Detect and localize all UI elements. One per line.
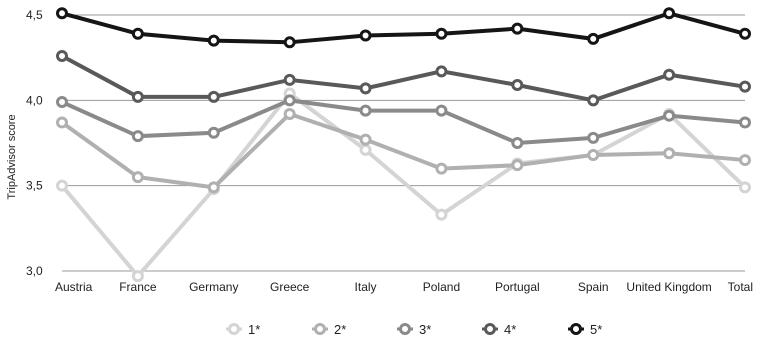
data-point bbox=[56, 49, 68, 62]
legend-label: 2* bbox=[334, 322, 346, 337]
legend-marker bbox=[399, 323, 411, 335]
x-tick-label: United Kingdom bbox=[626, 280, 711, 294]
data-point bbox=[511, 78, 524, 91]
data-point bbox=[56, 7, 68, 20]
legend-item: 2* bbox=[312, 322, 346, 337]
series-3-star bbox=[56, 94, 751, 149]
data-point bbox=[359, 104, 372, 117]
y-tick-label: 3,5 bbox=[26, 179, 43, 193]
series-line bbox=[61, 98, 746, 146]
data-point bbox=[283, 73, 296, 86]
x-axis-ticks: Austria France Germany Greece Italy Poland Por… bbox=[55, 280, 753, 294]
series-line bbox=[61, 11, 746, 45]
data-point bbox=[131, 171, 144, 184]
data-point bbox=[207, 126, 220, 139]
data-point bbox=[739, 27, 751, 40]
data-point bbox=[739, 116, 751, 129]
data-point bbox=[131, 90, 144, 103]
x-tick-label: Italy bbox=[355, 280, 377, 294]
x-tick-label: Total bbox=[728, 280, 753, 294]
x-tick-label: Germany bbox=[189, 280, 238, 294]
series-line bbox=[61, 54, 746, 103]
legend-marker bbox=[314, 323, 326, 335]
data-point bbox=[56, 116, 68, 129]
data-point bbox=[587, 94, 600, 107]
data-point bbox=[359, 29, 372, 42]
legend-item: 3* bbox=[397, 322, 431, 337]
data-point bbox=[587, 148, 600, 161]
legend-marker bbox=[570, 323, 582, 335]
legend-label: 3* bbox=[419, 322, 431, 337]
series-2-star bbox=[56, 107, 751, 194]
data-point bbox=[739, 154, 751, 167]
series-1-star bbox=[56, 87, 751, 283]
x-tick-label: France bbox=[119, 280, 157, 294]
x-tick-label: Austria bbox=[55, 280, 93, 294]
data-point bbox=[283, 36, 296, 49]
data-point bbox=[739, 181, 751, 194]
legend-label: 1* bbox=[248, 322, 260, 337]
data-point bbox=[663, 109, 676, 122]
y-tick-label: 3,0 bbox=[26, 264, 43, 278]
legend-label: 4* bbox=[504, 322, 516, 337]
data-point bbox=[359, 143, 372, 156]
series-4-star bbox=[56, 49, 751, 107]
series-line bbox=[60, 111, 746, 190]
y-axis-ticks: 3,0 3,5 4,0 4,5 bbox=[26, 8, 43, 278]
data-point bbox=[435, 65, 448, 78]
data-point bbox=[435, 27, 448, 40]
data-point bbox=[663, 147, 676, 160]
x-tick-label: Greece bbox=[270, 280, 310, 294]
data-point bbox=[663, 68, 676, 81]
data-point bbox=[207, 34, 220, 47]
legend-marker bbox=[228, 323, 240, 335]
legend-item: 1* bbox=[226, 322, 260, 337]
data-point bbox=[207, 181, 220, 194]
legend: 1* 2* 3* 4* 5* bbox=[226, 322, 602, 337]
y-tick-label: 4,5 bbox=[26, 8, 43, 22]
data-point bbox=[359, 82, 372, 95]
legend-item: 5* bbox=[568, 322, 602, 337]
series-5-star bbox=[56, 7, 751, 49]
data-point bbox=[587, 32, 600, 45]
data-point bbox=[435, 208, 448, 221]
data-point bbox=[56, 96, 68, 109]
x-tick-label: Portugal bbox=[495, 280, 540, 294]
data-point bbox=[435, 104, 448, 117]
data-point bbox=[131, 270, 144, 283]
legend-item: 4* bbox=[482, 322, 516, 337]
data-point bbox=[663, 7, 676, 20]
data-point bbox=[511, 22, 524, 35]
gridlines bbox=[62, 14, 745, 272]
legend-marker bbox=[484, 323, 496, 335]
series-line bbox=[60, 90, 747, 280]
data-point bbox=[359, 133, 372, 146]
data-point bbox=[435, 162, 448, 175]
data-point bbox=[283, 94, 296, 107]
data-point bbox=[131, 27, 144, 40]
data-point bbox=[511, 159, 524, 172]
series-group bbox=[56, 7, 751, 283]
x-tick-label: Poland bbox=[423, 280, 460, 294]
data-point bbox=[56, 179, 68, 192]
data-point bbox=[739, 80, 751, 93]
data-point bbox=[131, 130, 144, 143]
legend-label: 5* bbox=[590, 322, 602, 337]
data-point bbox=[587, 131, 600, 144]
data-point bbox=[207, 90, 220, 103]
x-tick-label: Spain bbox=[578, 280, 609, 294]
y-axis-title: TripAdvisor score bbox=[6, 114, 18, 199]
data-point bbox=[511, 137, 524, 149]
y-tick-label: 4,0 bbox=[26, 93, 43, 107]
data-point bbox=[283, 107, 296, 120]
